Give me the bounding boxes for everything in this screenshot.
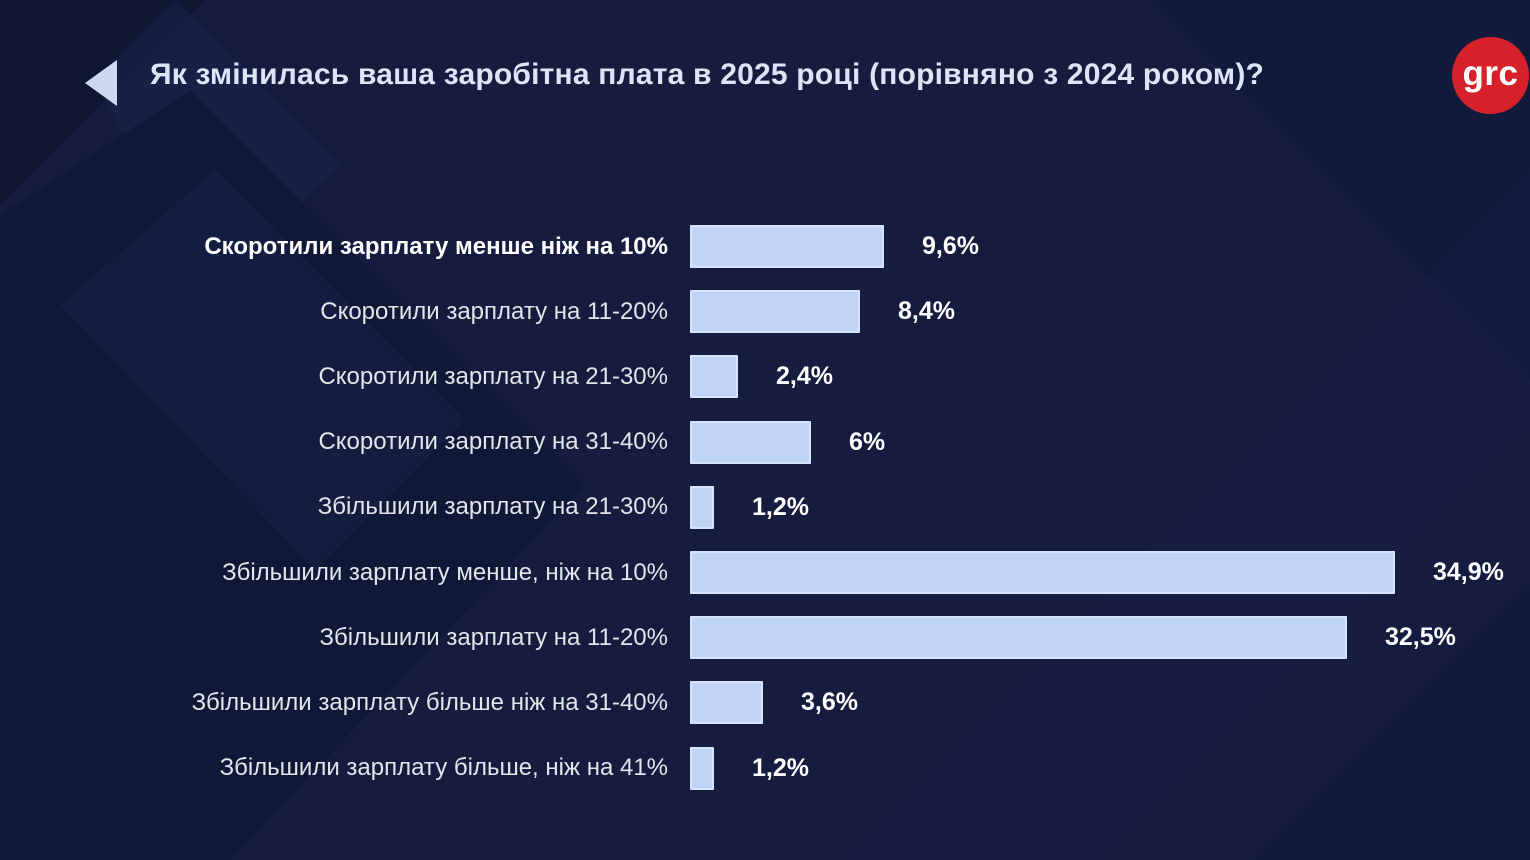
bar <box>690 225 884 269</box>
category-label: Збільшили зарплату на 11-20% <box>319 623 668 651</box>
category-label: Збільшили зарплату менше, ніж на 10% <box>222 558 668 586</box>
category-label: Скоротили зарплату на 11-20% <box>320 297 668 325</box>
value-label: 1,2% <box>752 492 809 521</box>
bar <box>690 746 714 790</box>
category-label: Скоротили зарплату менше ніж на 10% <box>204 232 668 260</box>
category-label: Збільшили зарплату більше ніж на 31-40% <box>191 688 668 716</box>
value-label: 32,5% <box>1385 623 1456 652</box>
value-label: 9,6% <box>922 232 979 261</box>
chart-row: Збільшили зарплату на 21-30% 1,2% <box>0 475 1530 540</box>
bar <box>690 616 1347 660</box>
bar <box>690 355 738 399</box>
value-label: 8,4% <box>898 297 955 326</box>
chart-row: Збільшили зарплату на 11-20% 32,5% <box>0 605 1530 670</box>
chart-row: Скоротили зарплату на 21-30% 2,4% <box>0 344 1530 409</box>
chart-row: Збільшили зарплату менше, ніж на 10% 34,9… <box>0 540 1530 605</box>
chart-row: Скоротили зарплату на 11-20% 8,4% <box>0 279 1530 344</box>
category-label: Збільшили зарплату більше, ніж на 41% <box>219 754 668 782</box>
back-arrow-icon[interactable] <box>85 60 117 106</box>
value-label: 3,6% <box>801 688 858 717</box>
bar <box>690 290 860 334</box>
value-label: 6% <box>849 427 886 456</box>
value-label: 2,4% <box>776 362 833 391</box>
bar-chart: Скоротили зарплату менше ніж на 10% 9,6% С… <box>0 214 1530 801</box>
category-label: Збільшили зарплату на 21-30% <box>317 493 668 521</box>
chart-row: Скоротили зарплату менше ніж на 10% 9,6% <box>0 214 1530 279</box>
grc-logo[interactable]: grc <box>1452 37 1529 114</box>
grc-logo-text: grc <box>1462 54 1519 93</box>
value-label: 34,9% <box>1433 558 1504 587</box>
page-title: Як змінилась ваша заробітна плата в 2025… <box>150 58 1265 91</box>
chart-row: Збільшили зарплату більше, ніж на 41% 1,2… <box>0 736 1530 801</box>
value-label: 1,2% <box>752 753 809 782</box>
bar <box>690 485 714 529</box>
chart-row: Збільшили зарплату більше ніж на 31-40% 3… <box>0 670 1530 735</box>
bar <box>690 551 1395 595</box>
bar <box>690 681 763 725</box>
category-label: Скоротили зарплату на 21-30% <box>318 362 668 390</box>
category-label: Скоротили зарплату на 31-40% <box>318 428 668 456</box>
bar <box>690 420 811 464</box>
chart-row: Скоротили зарплату на 31-40% 6% <box>0 410 1530 475</box>
